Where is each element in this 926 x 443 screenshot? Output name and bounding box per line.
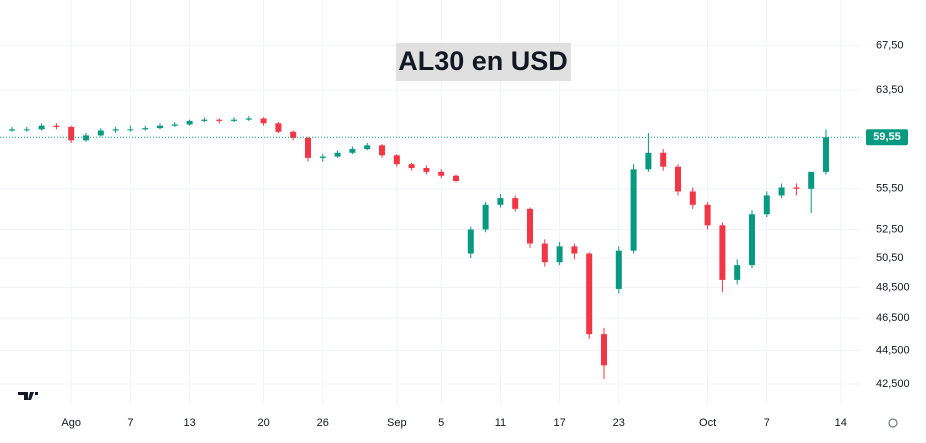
candle-body — [808, 171, 815, 189]
candle-body — [823, 137, 829, 172]
x-tick-label: 5 — [438, 417, 444, 429]
candle-body — [793, 187, 800, 189]
tv-logo — [18, 392, 38, 400]
candle-body — [497, 198, 504, 205]
candle-body — [171, 124, 178, 126]
y-tick-label: 44,500 — [876, 344, 910, 356]
y-tick-label: 42,500 — [876, 378, 910, 390]
y-tick-label: 48,500 — [876, 281, 910, 293]
candle-body — [305, 137, 311, 158]
last-price-label: 59,55 — [873, 131, 901, 143]
grid — [0, 0, 860, 405]
candle-body — [157, 125, 163, 129]
candle-body — [675, 166, 681, 192]
candle-body — [689, 191, 696, 205]
title-box — [396, 43, 571, 81]
x-tick-label: 23 — [613, 417, 625, 429]
candle-body — [601, 334, 607, 366]
candle-body — [201, 119, 208, 121]
candle-body — [749, 214, 755, 266]
candle-body — [319, 156, 326, 158]
candle-body — [408, 164, 415, 169]
candle-body — [127, 129, 134, 131]
y-tick-label: 46,500 — [876, 312, 910, 324]
x-tick-label: Sep — [387, 417, 407, 429]
candle-body — [142, 128, 149, 130]
x-tick-label: 7 — [764, 417, 770, 429]
candle-body — [245, 118, 252, 120]
candle-body — [275, 123, 282, 132]
candle-body — [586, 253, 593, 335]
candle-body — [556, 246, 563, 263]
y-tick-label: 52,50 — [876, 223, 904, 235]
chart-title: AL30 en USD — [398, 46, 568, 76]
candle-body — [527, 208, 533, 244]
candle-body — [112, 129, 119, 131]
candle-body — [438, 171, 445, 176]
x-tick-label: 7 — [127, 417, 133, 429]
candle-body — [645, 152, 652, 170]
candle-body — [734, 265, 741, 280]
candle-body — [186, 120, 193, 125]
candle-body — [763, 195, 770, 215]
candle-body — [630, 169, 637, 251]
x-tick-label: 13 — [183, 417, 195, 429]
candle-body — [9, 129, 15, 131]
candle-body — [83, 135, 89, 141]
candle-body — [467, 229, 474, 254]
candle-body — [290, 131, 297, 138]
y-tick-label: 67,50 — [876, 40, 904, 52]
x-tick-label: 11 — [495, 417, 506, 429]
x-tick-label: 26 — [317, 417, 329, 429]
last-price-tag — [866, 129, 908, 146]
candle-body — [23, 129, 30, 131]
candle-body — [349, 149, 356, 153]
candle-body — [97, 130, 104, 136]
y-tick-label: 63,50 — [876, 84, 904, 96]
candle-body — [216, 119, 223, 121]
candle-body — [231, 119, 237, 121]
y-tick-label: 50,50 — [876, 252, 904, 264]
candle-body — [38, 125, 45, 130]
candle-body — [53, 125, 60, 127]
candle-body — [512, 198, 519, 209]
candle-body — [334, 152, 341, 157]
candle-body — [778, 187, 785, 196]
candle-body — [68, 126, 75, 141]
x-tick-label: 20 — [257, 417, 269, 429]
settings-icon[interactable] — [888, 418, 898, 428]
candle-body — [660, 152, 667, 167]
candle-body — [423, 168, 430, 172]
x-tick-label: 14 — [835, 417, 847, 429]
candle-body — [364, 145, 371, 150]
candle-body — [453, 175, 459, 181]
y-tick-label: 55,50 — [876, 183, 904, 195]
candle-body — [379, 145, 385, 156]
x-tick-label: Oct — [699, 417, 716, 429]
candle-body — [393, 155, 400, 165]
x-tick-label: 17 — [553, 417, 565, 429]
candle-body — [571, 246, 578, 254]
candle-body — [704, 204, 711, 226]
candle-body — [482, 204, 489, 230]
candle-body — [615, 250, 622, 289]
candle-body — [260, 118, 267, 124]
x-tick-label: Ago — [61, 417, 81, 429]
candle-body — [541, 243, 548, 263]
candle-body — [719, 225, 726, 280]
